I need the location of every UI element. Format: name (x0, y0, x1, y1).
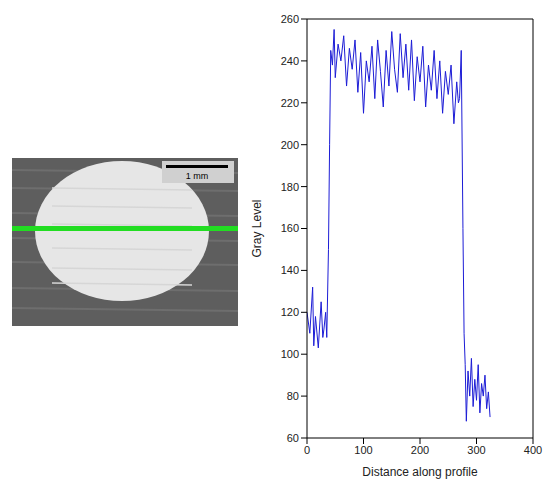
svg-text:120: 120 (281, 306, 299, 318)
svg-text:80: 80 (287, 390, 299, 402)
svg-text:240: 240 (281, 55, 299, 67)
svg-text:220: 220 (281, 97, 299, 109)
svg-text:1 mm: 1 mm (186, 171, 209, 181)
svg-text:200: 200 (411, 444, 429, 456)
svg-text:200: 200 (281, 139, 299, 151)
svg-text:160: 160 (281, 222, 299, 234)
svg-text:140: 140 (281, 264, 299, 276)
svg-text:60: 60 (287, 432, 299, 444)
svg-text:400: 400 (524, 444, 542, 456)
svg-text:180: 180 (281, 181, 299, 193)
svg-text:260: 260 (281, 13, 299, 25)
svg-text:0: 0 (304, 444, 310, 456)
svg-text:100: 100 (281, 348, 299, 360)
svg-text:300: 300 (467, 444, 485, 456)
svg-text:Distance along profile: Distance along profile (362, 465, 478, 479)
svg-text:100: 100 (354, 444, 372, 456)
svg-text:Gray Level: Gray Level (250, 199, 264, 257)
